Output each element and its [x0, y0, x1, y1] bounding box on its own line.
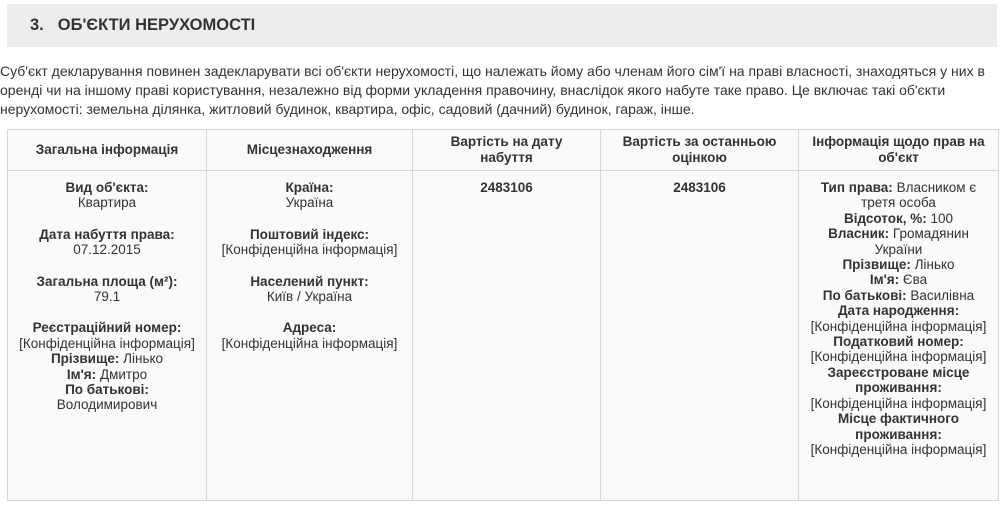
- field-label: Відсоток, %:: [843, 210, 927, 226]
- field-value: [Конфіденційна інформація]: [810, 349, 987, 365]
- field-label: Дата набуття права:: [39, 226, 175, 242]
- field: По батькові: Василівна: [807, 288, 990, 303]
- field: Відсоток, %: 100: [807, 211, 990, 226]
- column-header-value-assessment: Вартість за останньою оцінкою: [600, 129, 799, 171]
- field-value: Лінько: [123, 351, 164, 367]
- field: По батькові: Володимирович: [16, 382, 198, 413]
- field-label: Реєстраційний номер:: [32, 320, 182, 336]
- field-value: Лінько: [914, 257, 955, 273]
- table-head: Загальна інформація Місцезнаходження Варті…: [7, 129, 999, 171]
- field-value: Василівна: [910, 287, 975, 303]
- field-value: [Конфіденційна інформація]: [810, 318, 987, 334]
- field-label: Місце фактичного проживання:: [838, 411, 959, 442]
- field: Місце фактичного проживання: [Конфіденці…: [807, 411, 990, 457]
- field-label: Ім'я:: [66, 366, 97, 382]
- field: Адреса: [Конфіденційна інформація]: [215, 320, 404, 351]
- field-value: 100: [930, 210, 954, 226]
- field-value: Квартира: [77, 195, 137, 211]
- field-label: Загальна площа (м²):: [36, 273, 178, 289]
- column-header-general: Загальна інформація: [7, 129, 207, 171]
- field: Тип права: Власником є третя особа: [807, 180, 990, 211]
- field: Ім'я: Єва: [807, 272, 990, 287]
- cell-location: Країна: Україна Поштовий індекс: [Конфіденц…: [206, 170, 413, 501]
- field-value: Власником є третя особа: [861, 180, 977, 211]
- field-value: [Конфіденційна інформація]: [810, 441, 987, 457]
- column-header-rights: Інформація щодо прав на об'єкт: [798, 129, 999, 171]
- field: Поштовий індекс: [Конфіденційна інформаці…: [215, 227, 404, 258]
- field-value: Україна: [285, 195, 334, 211]
- field: Дата народження: [Конфіденційна інформац…: [807, 303, 990, 334]
- field-value: 07.12.2015: [73, 242, 141, 258]
- cell-rights-info: Тип права: Власником є третя особа Відсот…: [798, 170, 999, 501]
- section-description: Суб'єкт декларування повинен задекларува…: [0, 63, 985, 117]
- field: Зареєстроване місце проживання: [Конфіде…: [807, 365, 990, 411]
- field-label: По батькові:: [822, 287, 907, 303]
- field: Країна: Україна: [215, 180, 404, 211]
- field: Населений пункт: Київ / Україна: [215, 274, 404, 305]
- declaration-page: { "colors": { "header_bg": "#ededed", "t…: [0, 4, 1004, 507]
- column-header-value-acquisition: Вартість на дату набуття: [412, 129, 601, 171]
- cell-value-last-assessment: 2483106: [600, 170, 799, 501]
- field-label: По батькові:: [65, 382, 149, 398]
- field-label: Населений пункт:: [250, 273, 369, 289]
- real-estate-section: 3. ОБ'ЄКТИ НЕРУХОМОСТІ Суб'єкт декларува…: [0, 4, 1004, 501]
- field: Вид об'єкта: Квартира: [16, 180, 198, 211]
- real-estate-table: Загальна інформація Місцезнаходження Варті…: [7, 129, 999, 501]
- field-value: [Конфіденційна інформація]: [221, 242, 398, 258]
- table-header-row: Загальна інформація Місцезнаходження Варті…: [7, 129, 999, 171]
- section-title: ОБ'ЄКТИ НЕРУХОМОСТІ: [57, 16, 256, 34]
- field: Реєстраційний номер: [Конфіденційна інфор…: [16, 320, 198, 351]
- field: Податковий номер: [Конфіденційна інформа…: [807, 334, 990, 365]
- field-value: Єва: [902, 272, 928, 288]
- field-value: Дмитро: [99, 366, 148, 382]
- field-value: Київ / Україна: [266, 289, 353, 305]
- table-row: Вид об'єкта: Квартира Дата набуття права: 0…: [7, 170, 999, 501]
- table-body: Вид об'єкта: Квартира Дата набуття права: 0…: [7, 170, 999, 501]
- field-label: Вид об'єкта:: [65, 180, 149, 195]
- field: Дата набуття права: 07.12.2015: [16, 227, 198, 258]
- field-value: [Конфіденційна інформація]: [810, 395, 987, 411]
- field: Власник: Громадянин України: [807, 226, 990, 257]
- cell-value-at-acquisition: 2483106: [412, 170, 601, 501]
- field: Прізвище: Лінько: [807, 257, 990, 272]
- column-header-location: Місцезнаходження: [206, 129, 413, 171]
- cell-general-info: Вид об'єкта: Квартира Дата набуття права: 0…: [7, 170, 207, 501]
- field: Загальна площа (м²): 79.1: [16, 274, 198, 305]
- section-header: 3. ОБ'ЄКТИ НЕРУХОМОСТІ: [7, 4, 997, 47]
- section-number: 3.: [30, 16, 44, 34]
- field-label: Зареєстроване місце проживання:: [827, 364, 970, 396]
- field-label: Дата народження:: [837, 303, 960, 319]
- field: Ім'я: Дмитро: [16, 367, 198, 382]
- field-value: Громадянин України: [874, 226, 969, 257]
- field-value: [Конфіденційна інформація]: [19, 335, 195, 351]
- field-label: Країна:: [285, 180, 334, 195]
- field-value: Володимирович: [56, 397, 158, 413]
- field-value: [Конфіденційна інформація]: [221, 335, 398, 351]
- field-label: Адреса:: [282, 320, 337, 336]
- field-label: Ім'я:: [869, 272, 900, 288]
- field-label: Податковий номер:: [833, 334, 964, 350]
- field-label: Власник:: [828, 226, 890, 242]
- field-label: Прізвище:: [50, 351, 120, 367]
- field-label: Поштовий індекс:: [249, 226, 370, 242]
- field: Прізвище: Лінько: [16, 351, 198, 366]
- field-value: 79.1: [93, 289, 121, 305]
- field-label: Тип права:: [820, 180, 893, 195]
- field-label: Прізвище:: [842, 257, 911, 273]
